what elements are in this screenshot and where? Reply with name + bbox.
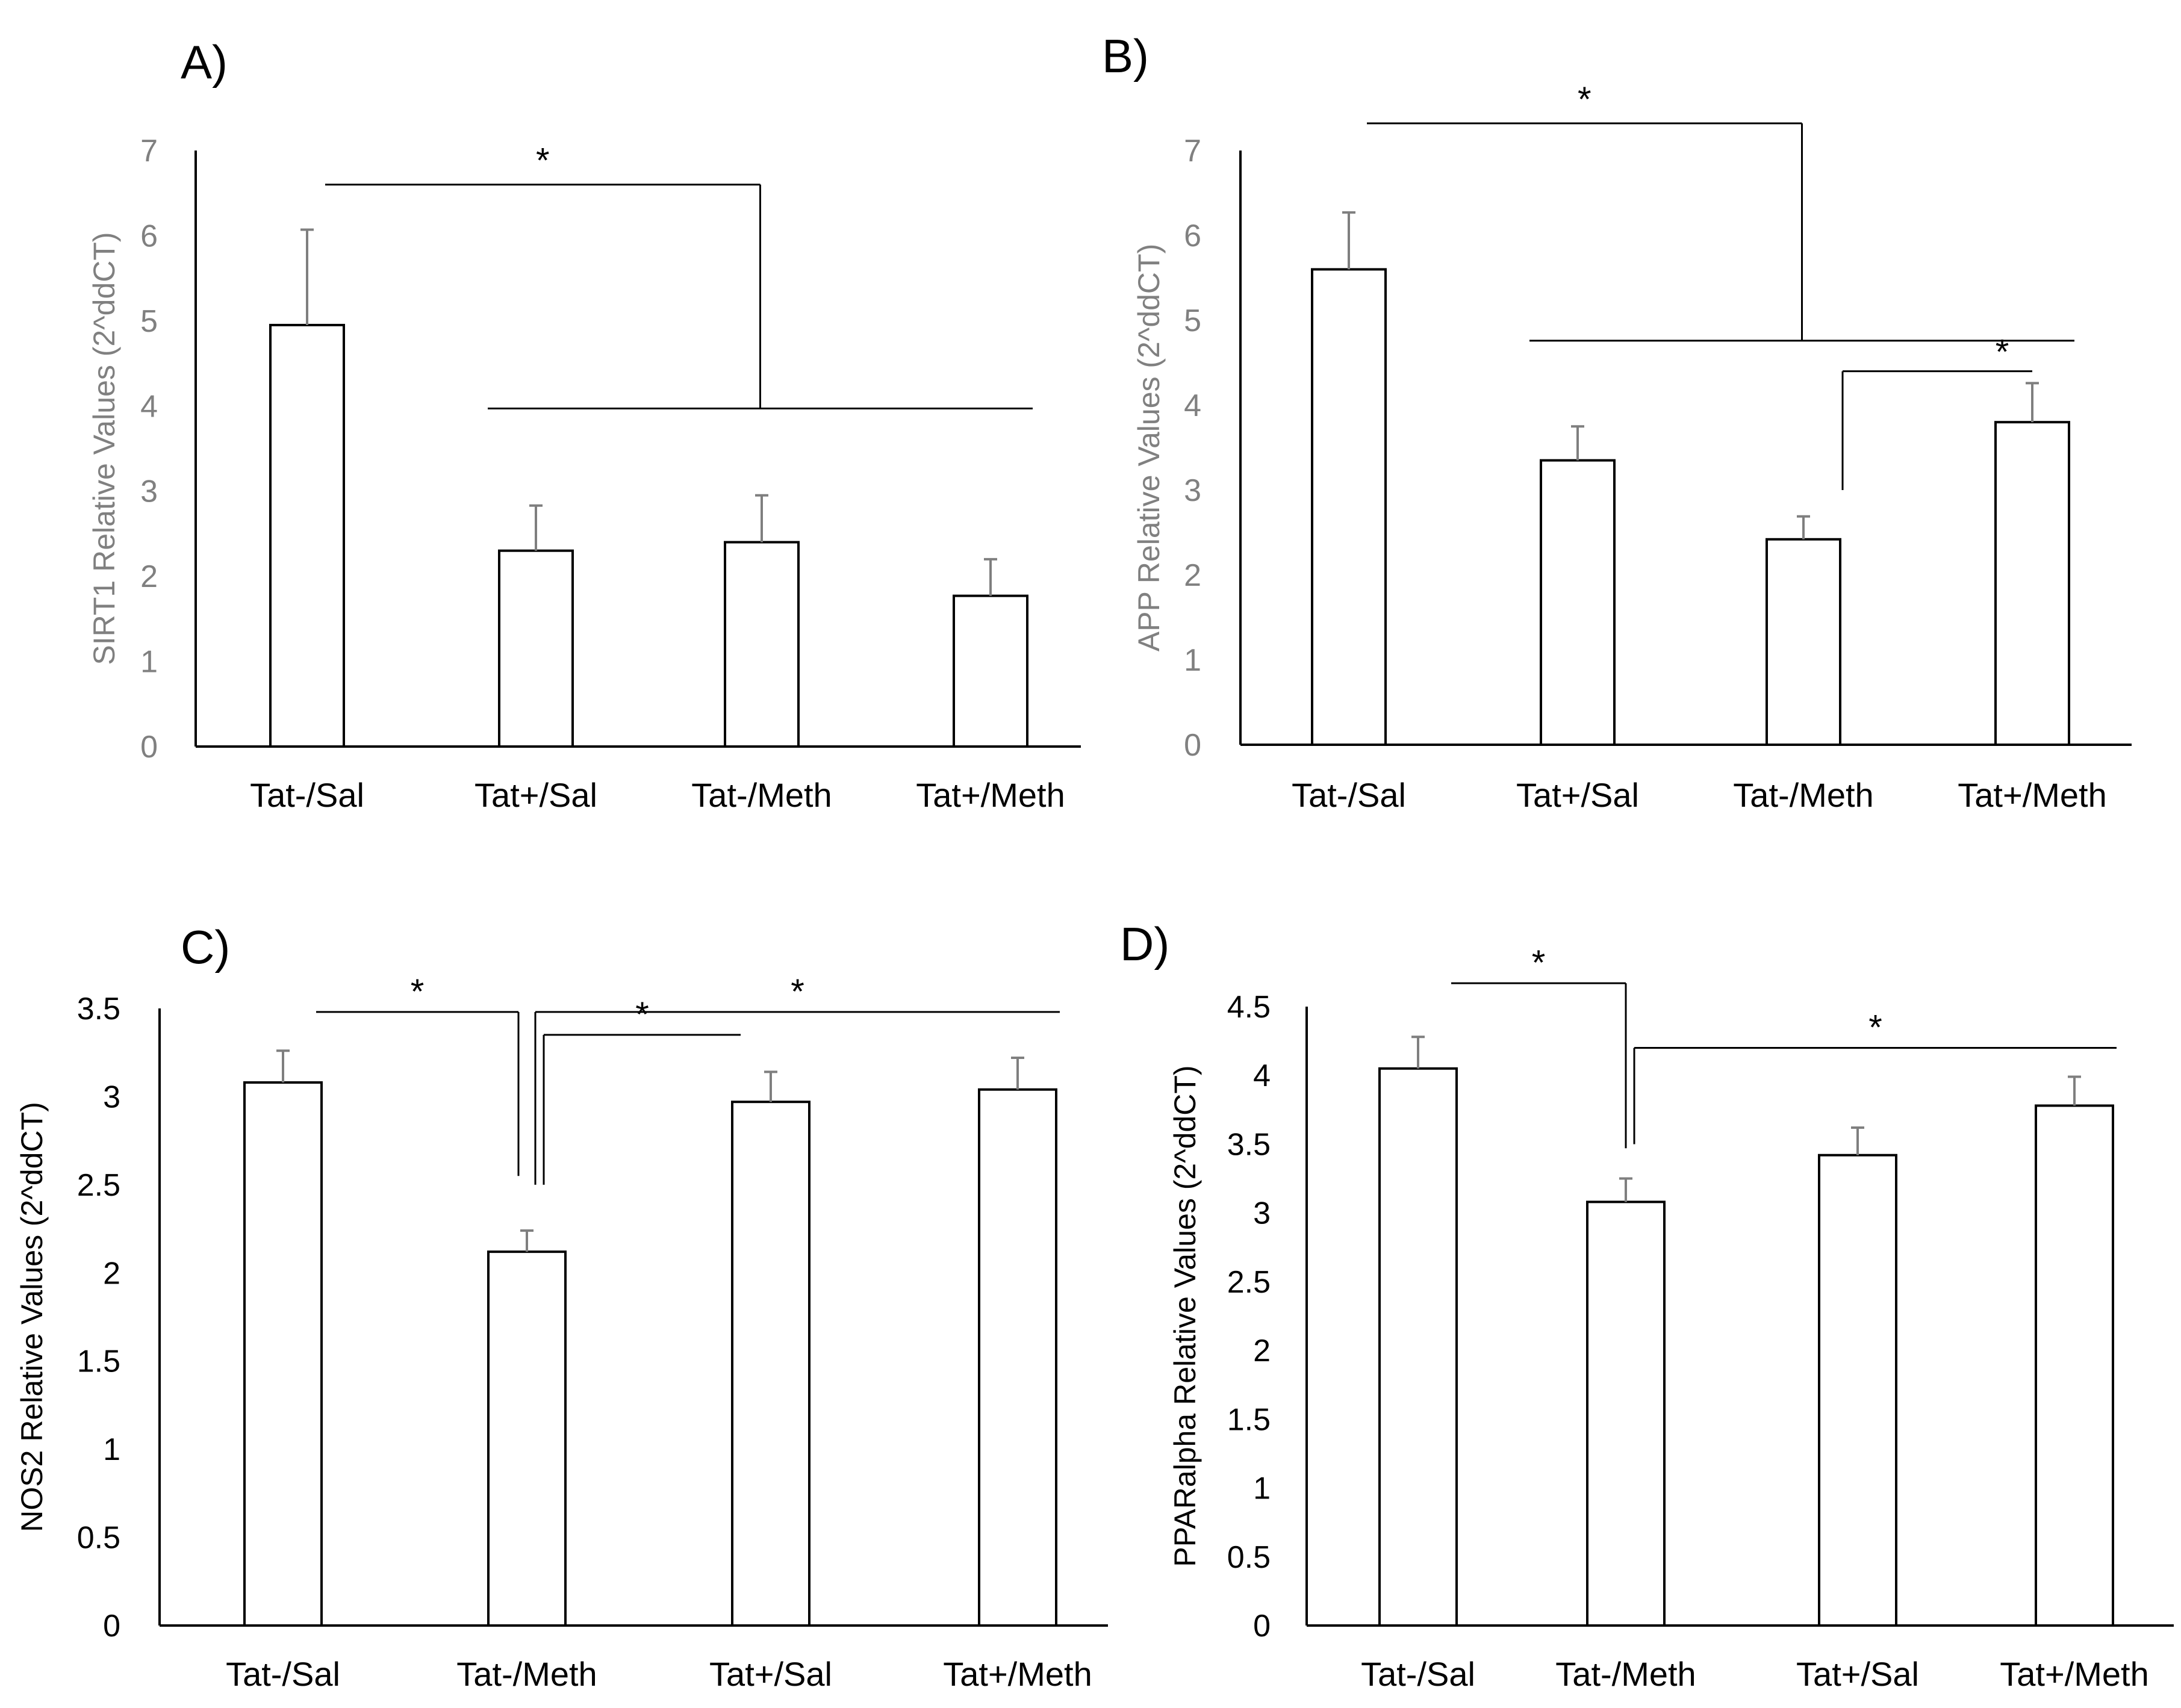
y-tick-label: 2 — [103, 1256, 120, 1291]
bar — [498, 549, 574, 748]
panel-label: D) — [1120, 918, 1169, 970]
bar — [487, 1250, 567, 1627]
significance-star: * — [536, 141, 550, 181]
y-tick-label: 4 — [1253, 1058, 1271, 1093]
y-tick-label: 2.5 — [1227, 1265, 1271, 1300]
y-tick-label: 6 — [1184, 219, 1201, 253]
significance-star: * — [791, 972, 804, 1011]
y-tick-label: 1 — [1184, 643, 1201, 678]
x-tick-label: Tat+/Sal — [1796, 1655, 1919, 1693]
bar — [1540, 459, 1616, 747]
y-axis-label: PPARalpha Relative Values (2^ddCT) — [1168, 1065, 1202, 1567]
significance-star: * — [411, 972, 425, 1011]
y-tick-label: 0.5 — [1227, 1540, 1271, 1575]
y-tick-label: 0 — [140, 730, 158, 765]
x-tick-label: Tat-/Sal — [226, 1655, 340, 1693]
x-tick-label: Tat-/Sal — [250, 776, 364, 814]
y-tick-label: 4 — [1184, 388, 1201, 423]
significance-star: * — [1532, 943, 1546, 983]
chart-panel-4: D) 0 0.5 1 1.5 2 2.5 3 3.5 4 4.5 PPARalpha Relative… — [1120, 918, 2174, 1693]
bar — [1311, 268, 1387, 746]
bar — [269, 323, 345, 748]
x-tick-label: Tat+/Meth — [2000, 1655, 2148, 1693]
y-tick-label: 5 — [1184, 303, 1201, 338]
panel-label: A) — [181, 36, 228, 89]
y-tick-label: 6 — [140, 219, 158, 253]
bar — [1818, 1154, 1897, 1627]
x-tick-label: Tat+/Sal — [474, 776, 597, 814]
y-tick-label: 3.5 — [1227, 1127, 1271, 1162]
y-tick-label: 2 — [1184, 558, 1201, 593]
x-tick-label: Tat+/Meth — [1958, 776, 2106, 814]
significance-star: * — [635, 995, 649, 1034]
y-tick-label: 1.5 — [1227, 1402, 1271, 1437]
significance-star: * — [1578, 80, 1591, 119]
panel-label: C) — [181, 921, 230, 974]
x-tick-label: Tat-/Sal — [1361, 1655, 1475, 1693]
panel-label: B) — [1102, 30, 1149, 82]
y-tick-label: 1 — [140, 645, 158, 680]
x-tick-label: Tat-/Sal — [1292, 776, 1406, 814]
y-tick-label: 4 — [140, 389, 158, 424]
y-axis-label: APP Relative Values (2^ddCT) — [1132, 244, 1166, 651]
x-tick-label: Tat+/Sal — [709, 1655, 832, 1693]
bar — [731, 1101, 810, 1627]
bar — [1766, 538, 1841, 747]
chart-panel-3: C) 0 0.5 1 1.5 2 2.5 3 3.5 NOS2 Relative Values (… — [15, 921, 1108, 1693]
y-tick-label: 3 — [1253, 1196, 1271, 1231]
y-tick-label: 0 — [1184, 728, 1201, 763]
x-tick-label: Tat+/Meth — [916, 776, 1065, 814]
y-tick-label: 2 — [140, 559, 158, 594]
bar — [2035, 1104, 2114, 1627]
chart-panel-1: A) 0 1 2 3 4 5 6 7 SIRT1 Relative Values (2^ddCT)… — [87, 36, 1081, 814]
y-tick-label: 1 — [1253, 1471, 1271, 1506]
x-tick-label: Tat+/Meth — [943, 1655, 1092, 1693]
bar — [724, 541, 800, 748]
significance-star: * — [1996, 333, 2009, 372]
y-tick-label: 0 — [1253, 1609, 1271, 1644]
y-tick-label: 0 — [103, 1609, 120, 1644]
bar — [1586, 1200, 1666, 1627]
x-tick-label: Tat+/Sal — [1516, 776, 1639, 814]
bar — [243, 1081, 323, 1627]
y-tick-label: 1.5 — [77, 1344, 120, 1379]
y-tick-label: 2.5 — [77, 1168, 120, 1203]
bar — [953, 594, 1028, 748]
x-tick-label: Tat-/Meth — [1555, 1655, 1696, 1693]
y-axis-label: SIRT1 Relative Values (2^ddCT) — [87, 232, 121, 665]
y-tick-label: 2 — [1253, 1334, 1271, 1368]
bar — [978, 1088, 1057, 1627]
y-tick-label: 3.5 — [77, 992, 120, 1026]
bar — [1994, 421, 2070, 746]
y-tick-label: 1 — [103, 1432, 120, 1467]
x-tick-label: Tat-/Meth — [691, 776, 832, 814]
y-tick-label: 4.5 — [1227, 990, 1271, 1025]
y-tick-label: 0.5 — [77, 1521, 120, 1556]
y-tick-label: 3 — [1184, 473, 1201, 508]
y-tick-label: 3 — [140, 474, 158, 509]
significance-star: * — [1868, 1008, 1882, 1048]
x-tick-label: Tat-/Meth — [456, 1655, 597, 1693]
bar — [1378, 1067, 1458, 1627]
y-tick-label: 7 — [140, 134, 158, 169]
y-tick-label: 5 — [140, 304, 158, 339]
chart-panel-2: B) 0 1 2 3 4 5 6 7 APP Relative Values (2^ddCT) Ta… — [1102, 30, 2132, 814]
y-axis-label: NOS2 Relative Values (2^ddCT) — [15, 1102, 49, 1532]
y-tick-label: 7 — [1184, 134, 1201, 169]
x-tick-label: Tat-/Meth — [1733, 776, 1873, 814]
y-tick-label: 3 — [103, 1079, 120, 1114]
